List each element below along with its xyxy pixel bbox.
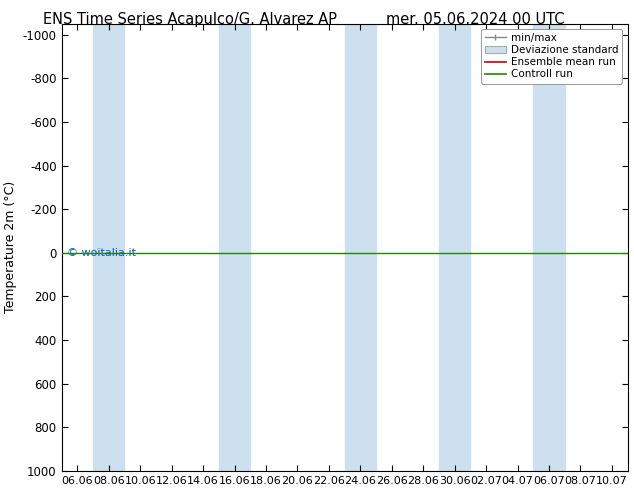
Bar	[439, 24, 470, 471]
Bar	[345, 24, 376, 471]
Legend: min/max, Deviazione standard, Ensemble mean run, Controll run: min/max, Deviazione standard, Ensemble m…	[481, 29, 623, 84]
Text: mer. 05.06.2024 00 UTC: mer. 05.06.2024 00 UTC	[386, 12, 565, 27]
Y-axis label: Temperature 2m (°C): Temperature 2m (°C)	[4, 181, 17, 314]
Bar	[533, 24, 565, 471]
Bar	[219, 24, 250, 471]
Bar	[93, 24, 124, 471]
Text: © woitalia.it: © woitalia.it	[67, 248, 136, 258]
Text: ENS Time Series Acapulco/G. Alvarez AP: ENS Time Series Acapulco/G. Alvarez AP	[43, 12, 337, 27]
